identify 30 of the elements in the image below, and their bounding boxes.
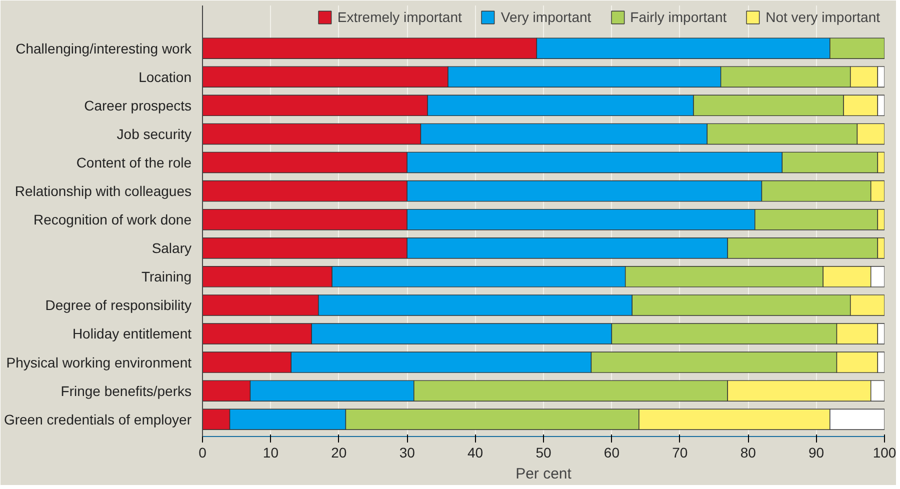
y-tick-label: Challenging/interesting work <box>16 40 192 56</box>
y-tick-label: Job security <box>116 126 192 142</box>
y-tick-label: Recognition of work done <box>34 212 192 228</box>
y-tick-label: Green credentials of employer <box>4 411 192 428</box>
x-axis-title: Per cent <box>516 466 572 482</box>
x-tick-label: 70 <box>672 444 688 460</box>
x-tick-label: 80 <box>740 444 756 460</box>
y-tick-label: Fringe benefits/perks <box>60 382 192 399</box>
x-tick-label: 90 <box>808 444 824 460</box>
x-tick-label: 20 <box>331 444 347 460</box>
y-tick-label: Content of the role <box>76 154 192 170</box>
x-tick-label: 50 <box>536 444 552 460</box>
x-tick-label: 60 <box>604 444 620 460</box>
x-tick-label: 30 <box>399 444 416 460</box>
legend-label: Fairly important <box>630 9 727 25</box>
legend-label: Extremely important <box>337 9 462 25</box>
y-tick-label: Salary <box>152 240 192 256</box>
legend-label: Not very important <box>766 9 880 25</box>
y-tick-label: Physical working environment <box>6 354 192 370</box>
y-tick-label: Degree of responsibility <box>45 297 192 314</box>
y-tick-label: Training <box>141 268 192 285</box>
x-tick-label: 10 <box>262 444 279 460</box>
legend-label: Very important <box>500 9 592 25</box>
y-tick-label: Holiday entitlement <box>72 326 192 342</box>
x-tick-label: 40 <box>468 444 484 460</box>
x-tick-label: 0 <box>198 444 207 460</box>
y-tick-label: Career prospects <box>84 97 192 114</box>
x-tick-label: 100 <box>872 444 896 460</box>
y-tick-label: Location <box>138 68 192 85</box>
y-tick-label: Relationship with colleagues <box>14 183 192 200</box>
